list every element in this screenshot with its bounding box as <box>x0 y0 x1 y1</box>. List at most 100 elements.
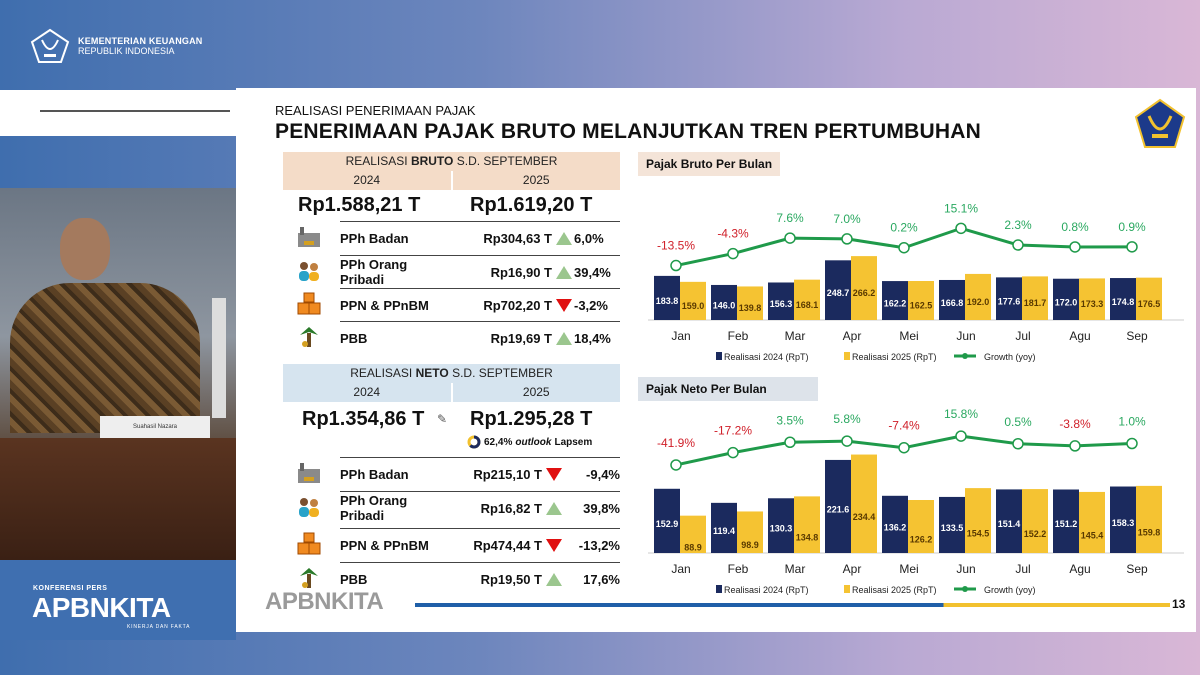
people-icon <box>299 498 319 517</box>
legend-2025-label: Realisasi 2025 (RpT) <box>852 585 937 595</box>
bar-2024 <box>825 260 851 320</box>
x-tick-label: Feb <box>728 562 749 576</box>
growth-label: 1.0% <box>1118 415 1146 429</box>
row-change: 6,0% <box>574 230 604 246</box>
growth-point <box>1126 241 1138 253</box>
bar-2024 <box>768 282 794 320</box>
slide-title: PENERIMAAN PAJAK BRUTO MELANJUTKAN TREN … <box>275 120 981 143</box>
bar-2025-label: 162.5 <box>910 301 933 311</box>
legend-growth-marker <box>962 586 968 592</box>
speaker-head <box>60 218 110 280</box>
outlook-donut-icon <box>467 435 481 449</box>
event-kicker: KONFERENSI PERS <box>33 585 108 592</box>
event-tagline: KINERJA DAN FAKTA <box>127 624 191 630</box>
down-triangle-icon <box>546 467 562 481</box>
bar-2025-label: 98.9 <box>741 540 759 550</box>
bruto-total-2024: Rp1.588,21 T <box>298 194 421 216</box>
row-change: -9,4% <box>586 466 620 482</box>
outlook-pct: 62,4% <box>484 436 513 448</box>
growth-point <box>670 259 682 272</box>
growth-point <box>1126 437 1138 450</box>
x-tick-label: Agu <box>1069 329 1090 343</box>
x-tick-label: Jun <box>956 562 975 576</box>
x-tick-label: Sep <box>1126 329 1148 343</box>
bar-2024-label: 133.5 <box>941 523 964 533</box>
growth-label: -17.2% <box>714 424 752 438</box>
growth-label: 7.6% <box>776 211 804 225</box>
growth-point <box>784 436 796 448</box>
legend-2024-label: Realisasi 2024 (RpT) <box>724 352 809 362</box>
desk <box>0 438 236 560</box>
growth-label: 0.5% <box>1004 415 1032 429</box>
bar-2024-label: 177.6 <box>998 297 1021 307</box>
growth-label: -7.4% <box>888 419 920 433</box>
bar-2025-label: 134.8 <box>796 533 819 543</box>
x-tick-label: Mar <box>785 329 806 343</box>
bar-2025-label: 154.5 <box>967 529 990 539</box>
outlook-suffix: Lapsem <box>554 436 593 448</box>
growth-point <box>784 232 796 244</box>
bruto-header-post: S.D. SEPTEMBER <box>453 154 558 168</box>
row-change: 39,4% <box>574 264 611 280</box>
row-label: PBB <box>340 571 368 587</box>
up-triangle-icon <box>556 231 572 245</box>
bar-2025-label: 234.4 <box>853 512 876 522</box>
row-value: Rp16,82 T <box>480 500 542 516</box>
row-change: 39,8% <box>583 500 620 516</box>
bar-2025-label: 88.9 <box>684 542 702 552</box>
x-tick-label: Jun <box>956 329 975 343</box>
bruto-header-pre: REALISASI <box>345 154 411 168</box>
legend-2024-swatch <box>716 352 722 360</box>
speaker-video: Suahasil Nazara <box>0 188 236 560</box>
row-value: Rp19,69 T <box>490 330 552 346</box>
growth-point <box>727 247 739 260</box>
neto-row: PPN & PPnBM Rp474,44 T -13,2% <box>340 528 620 561</box>
bruto-total-2025: Rp1.619,20 T <box>470 194 593 216</box>
bar-2024 <box>1053 278 1079 320</box>
bar-2024-label: 156.3 <box>770 299 793 309</box>
neto-chart-title: Pajak Neto Per Bulan <box>638 377 818 401</box>
bar-2025-label: 192.0 <box>967 297 990 307</box>
row-label: PBB <box>340 330 368 346</box>
bar-2025 <box>1136 277 1162 320</box>
growth-point <box>670 459 682 471</box>
bar-2024-label: 151.4 <box>998 519 1021 529</box>
page-number: 13 <box>1172 597 1186 611</box>
bar-2024-label: 130.3 <box>770 524 793 534</box>
row-label: PPh Badan <box>340 466 409 482</box>
x-tick-label: Jul <box>1015 329 1030 343</box>
brand-line2: REPUBLIK INDONESIA <box>78 46 175 56</box>
up-triangle-icon <box>546 501 562 515</box>
bruto-year-2024: 2024 <box>283 171 453 190</box>
bar-2024 <box>654 275 680 320</box>
growth-label: -13.5% <box>657 239 695 253</box>
x-tick-label: Agu <box>1069 562 1090 576</box>
growth-label: -4.3% <box>717 227 749 241</box>
growth-label: 0.8% <box>1061 220 1089 234</box>
bar-2025 <box>737 511 763 553</box>
neto-row: PPh Badan Rp215,10 T -9,4% <box>340 457 620 490</box>
slide-kicker: REALISASI PENERIMAAN PAJAK <box>275 103 476 118</box>
event-name: APBNKITA <box>32 592 171 623</box>
row-change: 17,6% <box>583 571 620 587</box>
bar-2024 <box>1110 278 1136 320</box>
bruto-year-2025: 2025 <box>522 173 550 187</box>
growth-label: 0.9% <box>1118 220 1146 234</box>
bar-2024-label: 172.0 <box>1055 297 1078 307</box>
factory-icon <box>298 227 320 247</box>
bar-2025 <box>851 454 877 553</box>
bar-2024 <box>1053 489 1079 553</box>
bar-2025 <box>1079 278 1105 320</box>
bar-2024 <box>825 459 851 553</box>
bruto-row: PPh Orang Pribadi Rp16,90 T 39,4% <box>340 255 620 288</box>
bar-2025 <box>680 281 706 320</box>
bar-2024-label: 162.2 <box>884 299 907 309</box>
bar-2025-label: 145.4 <box>1081 530 1104 540</box>
row-value: Rp304,63 T <box>483 230 552 246</box>
growth-label: -3.8% <box>1059 417 1091 431</box>
x-tick-label: Apr <box>843 562 862 576</box>
row-value: Rp16,90 T <box>490 264 552 280</box>
neto-header-pre: REALISASI <box>350 366 416 380</box>
bar-2024 <box>996 489 1022 553</box>
